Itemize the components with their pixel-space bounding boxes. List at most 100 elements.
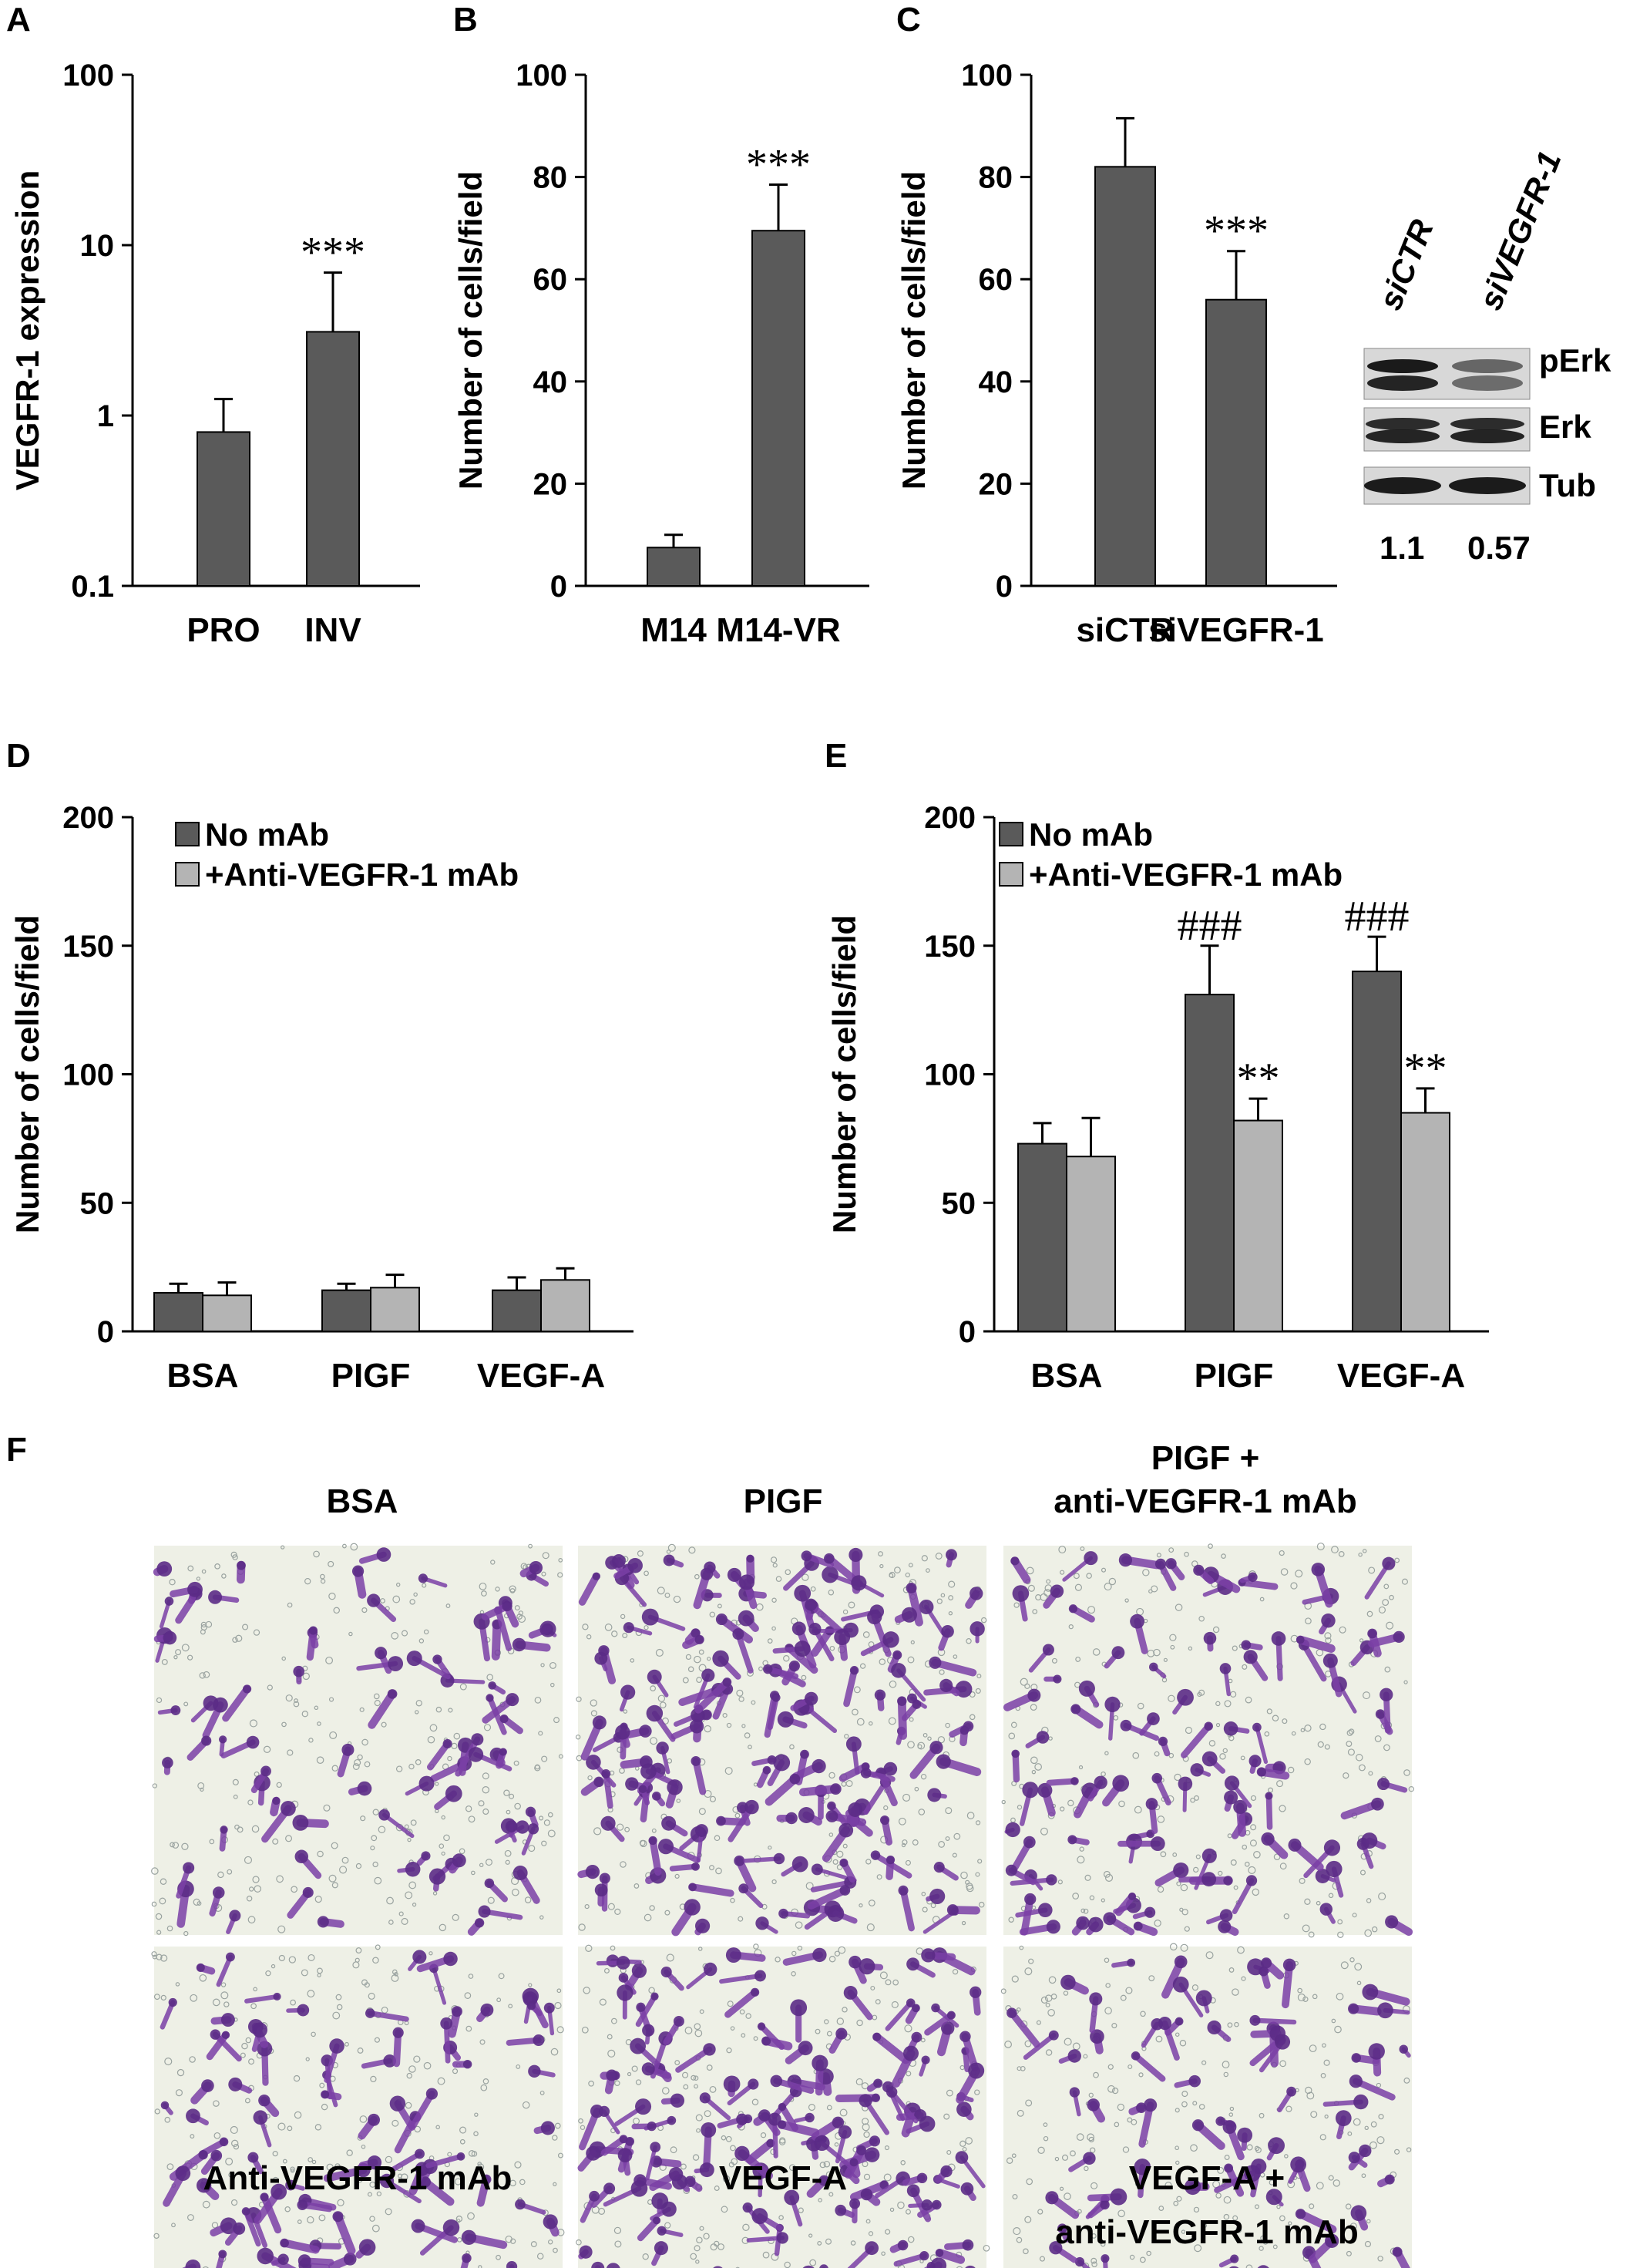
micrograph-5-pore	[1305, 2086, 1312, 2095]
micrograph-5-pore	[1088, 2136, 1094, 2143]
micrograph-2-pore	[1218, 1870, 1223, 1876]
micrograph-5-pore	[1111, 2087, 1119, 2095]
micrograph-3-nucleus	[273, 1992, 281, 2001]
micrograph-1-pore	[709, 1611, 716, 1618]
micrograph-5-pore	[1403, 2077, 1410, 2084]
chart-b-y-tick-label-4: 80	[533, 161, 568, 195]
micrograph-5-pore	[1297, 1993, 1306, 2002]
micrograph-5-pore	[1089, 2147, 1096, 2153]
micrograph-3-pore	[375, 1944, 381, 1950]
micrograph-0-pore	[361, 1738, 368, 1746]
blot-band-2-0	[1364, 477, 1441, 494]
micrograph-4-pore	[610, 2017, 617, 2024]
micrograph-2-nucleus	[1377, 1778, 1390, 1791]
chart-e-y-tick-label-1: 50	[942, 1186, 976, 1220]
micrograph-2-pore	[1222, 1748, 1228, 1754]
micrograph-2-nucleus	[1010, 1556, 1020, 1566]
micrograph-2-pore	[1374, 1735, 1382, 1742]
micrograph-5-pore	[1262, 2239, 1269, 2245]
micrograph-3-nucleus	[241, 2207, 250, 2216]
micrograph-3-pore	[153, 1994, 160, 2000]
micrograph-5-pore	[1011, 2153, 1017, 2159]
micrograph-1-pore	[717, 1603, 722, 1609]
micrograph-4-pore	[826, 2105, 832, 2111]
micrograph-3-nucleus	[358, 2239, 376, 2256]
micrograph-1-nucleus	[716, 1815, 726, 1826]
micrograph-1-nucleus	[882, 1631, 899, 1648]
micrograph-3-pore	[250, 2003, 257, 2010]
micrograph-5-pore	[1180, 1943, 1188, 1952]
micrograph-1-pore	[624, 1826, 630, 1832]
micrograph-3-pore	[346, 2149, 353, 2156]
micrograph-4-nucleus	[713, 2266, 723, 2268]
micrograph-3-pore	[307, 1990, 315, 1998]
micrograph-0-nucleus	[512, 1637, 526, 1652]
micrograph-3-pore	[189, 2056, 196, 2063]
micrograph-1-nucleus	[785, 1812, 798, 1825]
micrograph-3-cell	[160, 2000, 176, 2030]
micrograph-3-pore	[557, 2152, 563, 2159]
micrograph-4-nucleus	[778, 2102, 787, 2112]
micrograph-4-pore	[868, 2231, 874, 2236]
micrograph-3-pore	[455, 2172, 460, 2176]
micrograph-1-nucleus	[834, 1629, 851, 1646]
micrograph-0-pore	[550, 1682, 555, 1688]
micrograph-3-pore	[554, 2122, 561, 2129]
chart-c-y-tick-label-1: 20	[979, 467, 1013, 501]
micrograph-1-pore	[975, 1688, 981, 1694]
micrograph-2-pore	[1364, 1929, 1373, 1937]
micrograph-4-nucleus	[959, 2031, 971, 2042]
micrograph-1-pore	[650, 1685, 657, 1692]
micrograph-5-nucleus	[1174, 1955, 1188, 1969]
micrograph-2-nucleus	[1076, 1916, 1090, 1930]
micrograph-1-pore	[650, 1737, 658, 1745]
micrograph-0-nucleus	[376, 1547, 392, 1562]
micrograph-0-pore	[435, 1782, 439, 1786]
chart-d-legend-swatch-0	[175, 822, 200, 846]
micrograph-4-pore	[725, 2135, 732, 2142]
micrograph-4-pore	[778, 2138, 786, 2145]
micrograph-4-pore	[760, 2132, 767, 2138]
micrograph-5-pore	[1202, 2223, 1208, 2228]
chart-b-y-label: Number of cells/field	[452, 171, 489, 490]
micrograph-0-nucleus	[367, 1593, 381, 1607]
micrograph-5-pore	[1024, 1967, 1033, 1976]
micrograph-2-pore	[1259, 1597, 1265, 1602]
micrograph-0-pore	[325, 1656, 334, 1664]
micrograph-0-pore	[541, 1571, 546, 1576]
micrograph-0-pore	[276, 1875, 284, 1883]
micrograph-0-nucleus	[445, 1785, 462, 1802]
micrograph-3-pore	[202, 2200, 210, 2209]
micrograph-2-pore	[1338, 1551, 1345, 1557]
micrograph-1-nucleus	[845, 1736, 862, 1752]
micrograph-3-nucleus	[543, 2214, 558, 2229]
micrograph-2-pore	[1040, 1827, 1048, 1836]
micrograph-0-pore	[373, 1693, 380, 1700]
micrograph-1-nucleus	[912, 1700, 922, 1709]
micrograph-0-pore	[320, 1578, 326, 1584]
micrograph-5-pore	[1047, 2008, 1055, 2017]
micrograph-2-nucleus	[1256, 1767, 1267, 1777]
micrograph-0-pore	[355, 1863, 362, 1869]
micrograph-3-pore	[514, 2161, 522, 2169]
micrograph-5-pore	[1084, 2165, 1089, 2172]
micrograph-0-pore	[372, 1809, 379, 1815]
micrograph-0-pore	[320, 1573, 325, 1580]
micrograph-0-pore	[427, 1735, 435, 1744]
micrograph-0-pore	[159, 1897, 166, 1905]
micrograph-4-pore	[607, 2049, 616, 2058]
micrograph-3-nucleus	[368, 2113, 380, 2126]
micrograph-2-nucleus	[1165, 1558, 1177, 1570]
micrograph-4-pore	[788, 2164, 796, 2172]
micrograph-1-nucleus	[789, 1773, 801, 1785]
micrograph-5-pore	[1376, 2082, 1382, 2088]
micrograph-2-nucleus	[1094, 1775, 1107, 1789]
micrograph-0-pore	[509, 1585, 516, 1593]
micrograph-4-pore	[862, 2118, 869, 2125]
micrograph-5-pore	[1131, 2118, 1138, 2125]
micrograph-4-nucleus	[770, 2075, 783, 2088]
chart-b-y-tick-label-5: 100	[516, 59, 567, 93]
micrograph-3-pore	[385, 2208, 392, 2216]
micrograph-5-cell	[1281, 1960, 1294, 2009]
